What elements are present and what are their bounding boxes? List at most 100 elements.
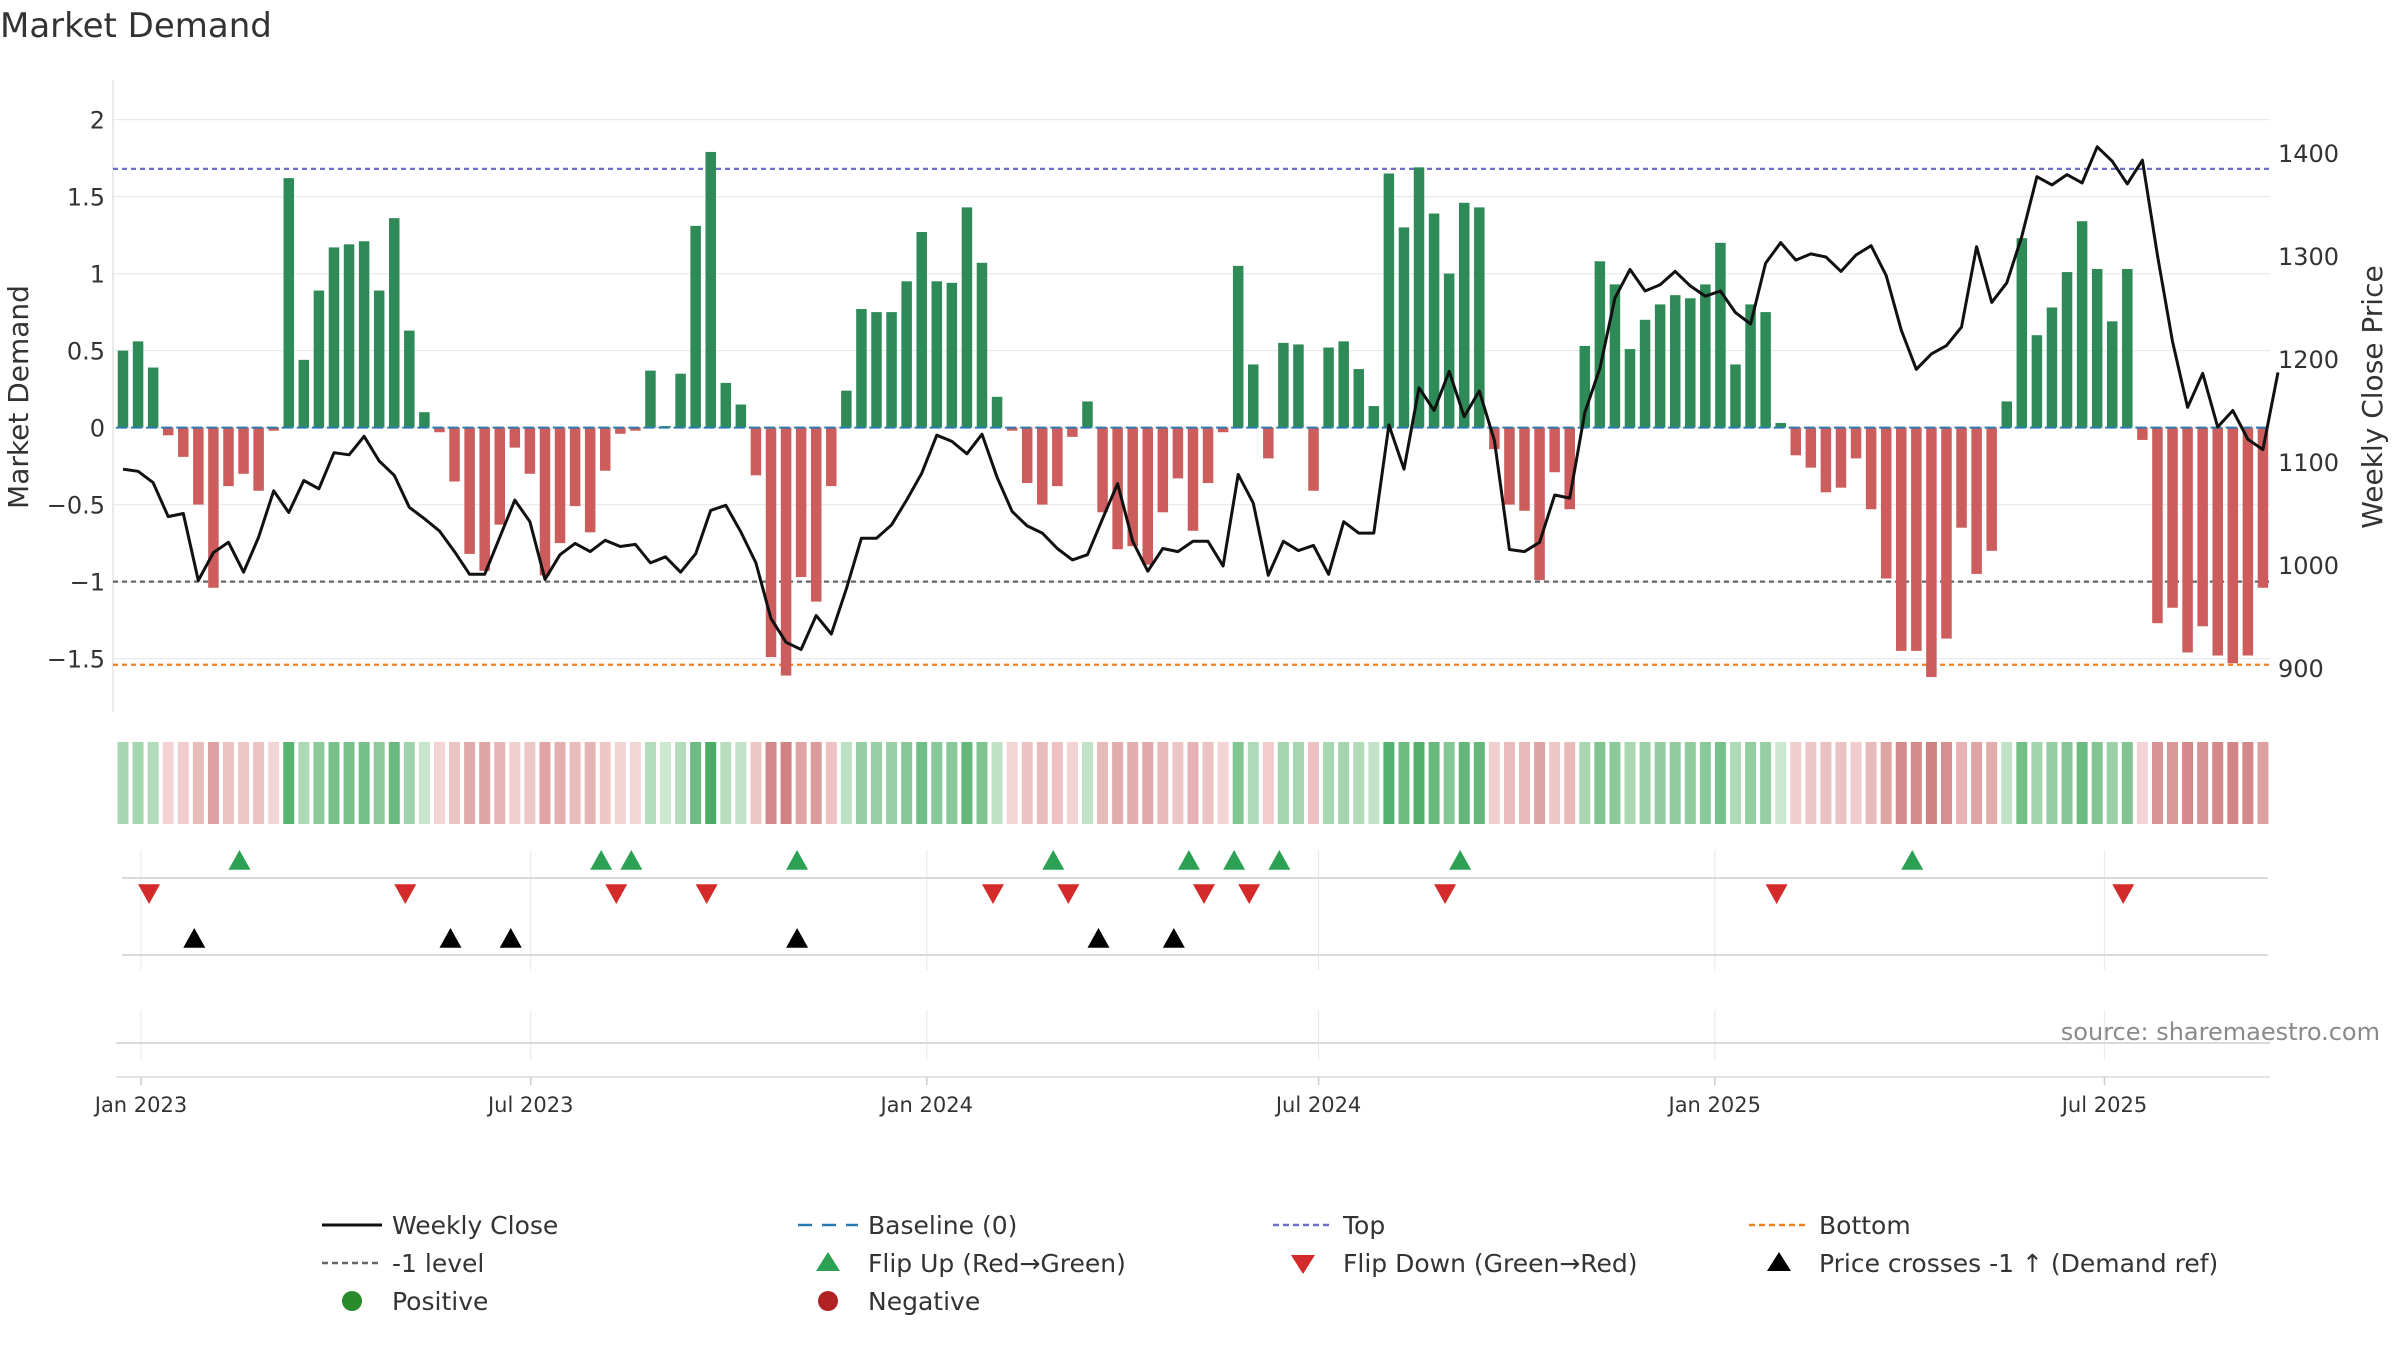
heat-cell — [1850, 742, 1862, 824]
demand-bar — [1700, 284, 1711, 428]
heat-cell — [946, 742, 958, 824]
heat-cell — [1217, 742, 1229, 824]
y-tick-label: 0 — [90, 415, 105, 443]
legend-item: Top — [1273, 1211, 1385, 1240]
heat-cell — [1247, 742, 1259, 824]
legend-swatch — [342, 1291, 362, 1311]
demand-bar — [328, 247, 340, 428]
heat-cell — [735, 742, 747, 824]
demand-bar — [1037, 427, 1048, 505]
heat-cell — [644, 742, 656, 824]
legend-item: -1 level — [322, 1249, 484, 1278]
heat-cell — [629, 742, 641, 824]
heat-cell — [886, 742, 898, 824]
demand-bar — [2197, 427, 2208, 627]
heat-cell — [1127, 742, 1139, 824]
demand-bar — [1820, 427, 1832, 493]
heat-cell — [1081, 742, 1093, 824]
demand-bar — [2091, 268, 2103, 428]
heat-cell — [1805, 742, 1817, 824]
demand-bar — [946, 282, 958, 428]
demand-bar — [1579, 345, 1591, 428]
demand-bar — [2167, 427, 2178, 608]
heat-cell — [825, 742, 837, 824]
heat-cell — [780, 742, 792, 824]
heat-cell — [1398, 742, 1410, 824]
demand-bar — [2152, 427, 2163, 624]
demand-bar — [1941, 427, 1952, 639]
legend-label: Negative — [868, 1287, 980, 1316]
demand-bar — [841, 390, 852, 428]
heat-cell — [2121, 742, 2133, 824]
heat-cell — [961, 742, 973, 824]
heat-cell — [1413, 742, 1425, 824]
heat-cell — [2031, 742, 2043, 824]
demand-bar — [539, 427, 551, 576]
heat-cell — [2242, 742, 2254, 824]
x-tick-label: Jul 2023 — [486, 1093, 573, 1117]
demand-bar — [675, 373, 686, 428]
demand-bar — [1338, 341, 1349, 428]
demand-bar — [509, 427, 521, 448]
demand-bar — [2061, 272, 2073, 428]
source-note: source: sharemaestro.com — [2061, 1018, 2380, 1046]
heat-cell — [765, 742, 777, 824]
demand-bar — [1519, 427, 1530, 511]
demand-bar — [826, 427, 837, 487]
demand-bar — [705, 151, 716, 428]
demand-bar — [645, 370, 656, 428]
demand-bar — [1880, 427, 1892, 579]
demand-bar — [856, 309, 867, 428]
heat-cell — [1594, 742, 1606, 824]
heat-cell — [795, 742, 807, 824]
y-tick-label: −1 — [70, 569, 105, 597]
heat-cell — [222, 742, 234, 824]
demand-bar — [1308, 427, 1319, 491]
heat-cell — [1172, 742, 1184, 824]
heat-cell — [479, 742, 491, 824]
heat-cell — [916, 742, 928, 824]
demand-bar — [1383, 173, 1395, 428]
demand-bar — [1232, 265, 1244, 428]
heat-cell — [584, 742, 596, 824]
weekly-close-line — [122, 145, 2280, 651]
demand-bar — [494, 427, 505, 525]
demand-bar — [298, 359, 310, 428]
demand-bar — [2242, 427, 2254, 656]
demand-bar — [1202, 427, 1214, 484]
demand-bar — [2076, 221, 2088, 428]
demand-bar — [2122, 268, 2133, 428]
demand-bar — [599, 427, 611, 471]
y2-tick-label: 900 — [2278, 655, 2324, 683]
heat-cell — [1940, 742, 1952, 824]
heat-cell — [494, 742, 506, 824]
demand-bar — [389, 218, 400, 428]
heat-cell — [1564, 742, 1576, 824]
heat-cell — [253, 742, 265, 824]
heat-cell — [1277, 742, 1289, 824]
legend-label: Flip Up (Red→Green) — [868, 1249, 1126, 1278]
heat-cell — [1308, 742, 1320, 824]
demand-bar — [1534, 427, 1545, 581]
demand-bar — [313, 290, 325, 428]
demand-bar — [358, 241, 370, 428]
demand-bar — [1458, 202, 1470, 428]
demand-bar — [419, 412, 430, 428]
flip-down-marker — [981, 884, 1004, 904]
heat-cell — [1066, 742, 1078, 824]
demand-bar — [1609, 284, 1621, 428]
heat-cell — [1745, 742, 1757, 824]
axis-ticks: 2 1.5 1 0.5 0 −0.5 −1 −1.5 1400 1300 1200 1100 1000 9… — [47, 107, 2339, 1117]
demand-bar — [1413, 167, 1425, 428]
demand-bar — [2227, 427, 2239, 664]
heat-cell — [750, 742, 762, 824]
demand-bar — [132, 341, 144, 428]
heat-cell — [1895, 742, 1907, 824]
heat-cell — [1473, 742, 1485, 824]
x-tick-label: Jul 2024 — [1274, 1093, 1361, 1117]
flip-down-marker — [1057, 884, 1080, 904]
demand-bar — [343, 244, 355, 428]
heat-cell — [1051, 742, 1063, 824]
heat-cell — [1579, 742, 1591, 824]
